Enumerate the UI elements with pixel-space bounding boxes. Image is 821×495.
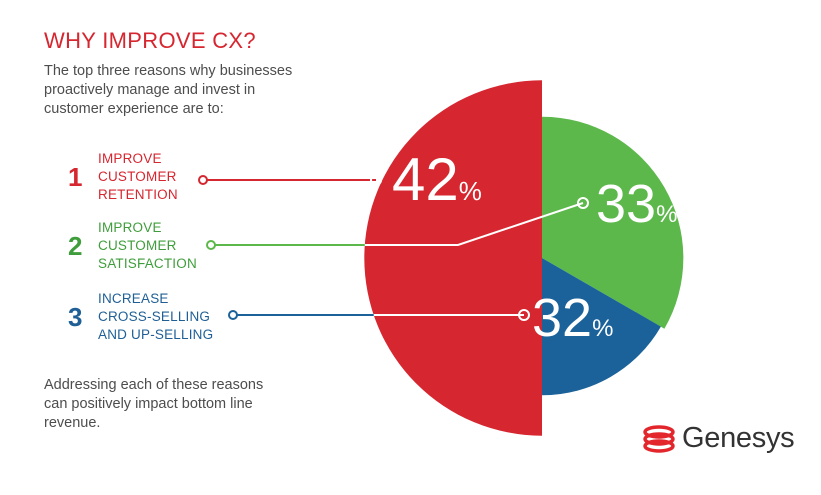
- intro-text: The top three reasons why businesses pro…: [44, 63, 293, 117]
- footer-note: Addressing each of these reasons can pos…: [44, 377, 264, 431]
- reason-2-label: IMPROVE CUSTOMER SATISFACTION: [98, 220, 197, 271]
- unit-retention: %: [459, 176, 482, 206]
- unit-cross-selling: %: [592, 315, 613, 342]
- value-satisfaction: 33: [596, 174, 656, 234]
- leader-dot-cross-selling-end: [518, 309, 530, 321]
- leader-dot-retention-start: [198, 175, 208, 185]
- slice-customer-retention: [364, 80, 542, 436]
- leader-dot-cross-selling-start: [228, 310, 238, 320]
- genesys-logo: Genesys: [642, 422, 795, 455]
- reason-1-label: IMPROVE CUSTOMER RETENTION: [98, 151, 178, 202]
- reason-3: 3 INCREASE CROSS-SELLING AND UP-SELLING: [68, 290, 213, 344]
- unit-satisfaction: %: [656, 201, 677, 228]
- reason-1: 1 IMPROVE CUSTOMER RETENTION: [68, 150, 178, 204]
- slice-cross-selling: [542, 258, 661, 396]
- reason-3-label: INCREASE CROSS-SELLING AND UP-SELLING: [98, 291, 214, 342]
- value-label-cross-selling: 32%: [532, 288, 613, 348]
- value-label-retention: 42%: [392, 146, 482, 213]
- leader-dot-satisfaction-start: [206, 240, 216, 250]
- logo-text: Genesys: [682, 422, 795, 454]
- value-cross-selling: 32: [532, 288, 592, 348]
- leader-dot-retention-end: [370, 174, 382, 186]
- page-title: WHY IMPROVE CX?: [44, 28, 256, 53]
- genesys-logo-icon: [643, 424, 675, 453]
- reason-2-number: 2: [68, 230, 83, 261]
- reason-1-number: 1: [68, 161, 83, 192]
- reason-2: 2 IMPROVE CUSTOMER SATISFACTION: [68, 219, 197, 273]
- value-retention: 42: [392, 146, 459, 213]
- value-label-satisfaction: 33%: [596, 174, 677, 234]
- slice-customer-satisfaction: [542, 116, 684, 329]
- reason-3-number: 3: [68, 301, 83, 332]
- leader-dot-satisfaction-end: [577, 197, 589, 209]
